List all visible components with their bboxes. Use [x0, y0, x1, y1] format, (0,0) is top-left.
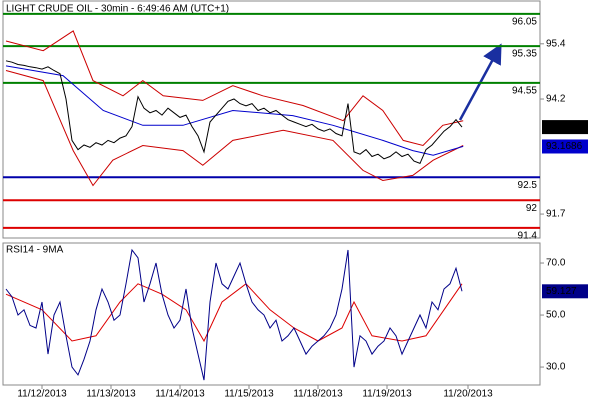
rsi-title: RSI14 - 9MA — [6, 245, 64, 256]
price-tag — [542, 284, 588, 299]
chart-title: LIGHT CRUDE OIL - 30min - 6:49:46 AM (UT… — [6, 4, 229, 15]
y-tick-label: 94.2 — [546, 94, 566, 105]
price-panel — [2, 0, 541, 239]
data-line — [5, 60, 463, 165]
price-tag — [542, 139, 588, 154]
level-label: 94.55 — [512, 86, 537, 97]
level-label: 95.35 — [512, 49, 537, 60]
forecast-arrow — [458, 43, 502, 121]
y-tick-label: 70.0 — [546, 258, 566, 269]
price-tag-label: 93.59 — [546, 122, 571, 133]
y-tick-label: 95.4 — [546, 38, 566, 49]
level-label: 91.4 — [518, 231, 538, 242]
price-tag-label: 59.127 — [546, 286, 577, 297]
x-tick-label: 11/18/2013 — [293, 389, 343, 400]
level-label: 96.05 — [512, 17, 537, 28]
x-tick-label: 11/20/2013 — [443, 389, 493, 400]
y-tick-label: 30.0 — [546, 362, 566, 373]
data-line — [5, 248, 463, 381]
x-tick-label: 11/19/2013 — [362, 389, 412, 400]
x-tick-label: 11/14/2013 — [155, 389, 205, 400]
level-label: 92.5 — [518, 180, 538, 191]
y-tick-label: 91.7 — [546, 209, 566, 220]
level-label: 92 — [526, 203, 538, 214]
price-tag — [542, 120, 588, 135]
y-tick-label: 50.0 — [546, 310, 566, 321]
x-tick-label: 11/12/2013 — [17, 389, 67, 400]
x-tick-label: 11/13/2013 — [86, 389, 136, 400]
data-line — [5, 30, 464, 147]
rsi-panel — [2, 242, 541, 386]
price-tag-label: 93.1686 — [546, 141, 583, 152]
x-tick-label: 11/15/2013 — [224, 389, 274, 400]
data-line — [5, 65, 464, 156]
data-line — [5, 70, 464, 187]
